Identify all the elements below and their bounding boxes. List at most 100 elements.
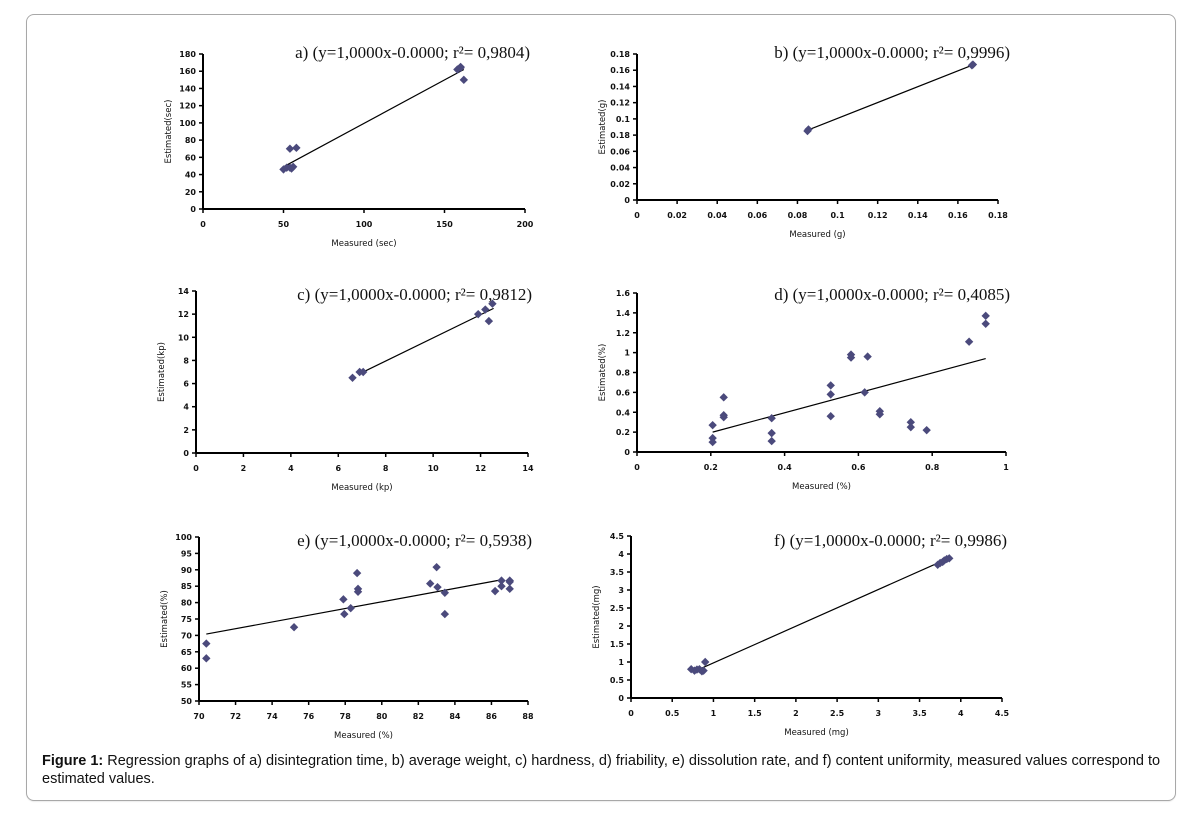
data-point xyxy=(826,381,835,390)
y-tick-label: 2.5 xyxy=(610,604,625,613)
x-tick-label: 0 xyxy=(193,464,199,473)
data-point xyxy=(440,609,450,619)
y-tick-label: 1 xyxy=(624,349,630,358)
data-point xyxy=(490,586,500,596)
x-tick-label: 88 xyxy=(522,712,534,721)
x-tick-label: 0 xyxy=(200,220,206,229)
y-tick-label: 20 xyxy=(185,188,197,197)
data-point xyxy=(826,412,835,421)
data-point xyxy=(497,576,506,585)
x-tick-label: 0.18 xyxy=(988,211,1008,220)
y-tick-label: 60 xyxy=(185,153,197,162)
x-tick-label: 0.12 xyxy=(868,211,888,220)
data-point xyxy=(474,309,483,319)
y-tick-label: 0.6 xyxy=(616,388,631,397)
data-point xyxy=(292,143,301,153)
chart-title: d) (y=1,0000x-0.0000; r²= 0,4085) xyxy=(774,285,1010,304)
y-tick-label: 0.8 xyxy=(616,369,631,378)
x-tick-label: 82 xyxy=(413,712,424,721)
x-tick-label: 76 xyxy=(303,712,315,721)
x-tick-label: 0.5 xyxy=(665,709,680,718)
chart-title: b) (y=1,0000x-0.0000; r²= 0,9996) xyxy=(774,43,1010,62)
y-tick-label: 14 xyxy=(178,287,190,296)
x-tick-label: 14 xyxy=(522,464,534,473)
x-tick-label: 70 xyxy=(193,712,205,721)
y-tick-label: 1 xyxy=(618,658,624,667)
y-tick-label: 0 xyxy=(183,449,189,458)
chart-title: c) (y=1,0000x-0.0000; r²= 0,9812) xyxy=(297,285,532,304)
y-tick-label: 4 xyxy=(618,550,624,559)
x-tick-label: 2 xyxy=(241,464,247,473)
data-point xyxy=(767,436,776,446)
x-tick-label: 0.2 xyxy=(704,463,718,472)
y-tick-label: 0.2 xyxy=(616,428,630,437)
data-point xyxy=(484,316,494,326)
chart-title: a) (y=1,0000x-0.0000; r²= 0,9804) xyxy=(295,43,530,62)
y-tick-label: 0.1 xyxy=(616,115,631,124)
data-point xyxy=(426,579,435,588)
data-point xyxy=(346,603,355,613)
y-tick-label: 8 xyxy=(183,356,189,365)
y-tick-label: 0 xyxy=(624,448,630,457)
data-point xyxy=(708,437,717,447)
data-point xyxy=(875,410,885,419)
trendline xyxy=(807,64,973,131)
y-tick-label: 95 xyxy=(181,549,193,558)
x-tick-label: 8 xyxy=(383,464,389,473)
x-tick-label: 0 xyxy=(634,463,640,472)
data-point xyxy=(695,665,704,674)
data-point xyxy=(289,623,299,632)
x-tick-label: 1 xyxy=(1003,463,1009,472)
data-point xyxy=(860,388,869,397)
x-tick-label: 6 xyxy=(335,464,341,473)
chart-title: e) (y=1,0000x-0.0000; r²= 0,5938) xyxy=(297,531,532,550)
y-tick-label: 85 xyxy=(181,582,193,591)
x-tick-label: 150 xyxy=(436,220,453,229)
y-tick-label: 6 xyxy=(183,380,189,389)
y-tick-label: 2 xyxy=(618,622,624,631)
data-point xyxy=(981,319,990,329)
data-point xyxy=(497,582,506,591)
chart-b: 0 0.02 0.04 0.06 0.18 0.1 0.12 0.14 0.16 0.18 0 0.0… xyxy=(598,43,1010,240)
y-tick-label: 10 xyxy=(178,333,190,342)
y-axis-title: Estimated(mg) xyxy=(592,585,602,648)
y-tick-label: 40 xyxy=(185,171,197,180)
y-tick-label: 90 xyxy=(181,566,193,575)
caption-label: Figure 1: xyxy=(42,753,104,769)
data-point xyxy=(981,311,990,321)
data-point xyxy=(202,639,211,648)
data-point xyxy=(481,305,490,314)
data-point xyxy=(505,584,514,594)
x-tick-label: 78 xyxy=(340,712,352,721)
y-axis-title: Estimated(%) xyxy=(598,344,608,402)
y-tick-label: 65 xyxy=(181,648,193,657)
y-tick-label: 80 xyxy=(181,599,193,608)
y-tick-label: 0.18 xyxy=(610,131,630,140)
y-tick-label: 4 xyxy=(183,403,189,412)
data-point xyxy=(348,373,357,382)
data-point xyxy=(968,60,978,69)
y-tick-label: 1.2 xyxy=(616,329,630,338)
chart-title: f) (y=1,0000x-0.0000; r²= 0,9986) xyxy=(774,531,1007,550)
y-tick-label: 12 xyxy=(178,310,189,319)
x-tick-label: 3.5 xyxy=(912,709,927,718)
x-tick-label: 0 xyxy=(634,211,640,220)
data-point xyxy=(701,657,710,667)
y-axis-title: Estimated(sec) xyxy=(164,100,174,164)
y-tick-label: 1.6 xyxy=(616,289,631,298)
x-axis-title: Measured (%) xyxy=(334,731,393,741)
x-axis-title: Measured (%) xyxy=(792,482,851,492)
chart-d: 0 0.2 0.4 0.6 0.8 1 1.2 1.4 1.6 0 0.2 0.4 0.6 0.8 1 Mea… xyxy=(598,285,1010,492)
data-point xyxy=(279,165,288,174)
data-point xyxy=(433,582,442,592)
data-point xyxy=(906,417,915,427)
y-tick-label: 4.5 xyxy=(610,532,625,541)
x-tick-label: 0.1 xyxy=(830,211,845,220)
y-tick-label: 0.02 xyxy=(610,180,630,189)
trendline xyxy=(712,358,986,433)
y-tick-label: 100 xyxy=(179,119,196,128)
data-point xyxy=(353,587,363,596)
y-axis-title: Estimated(kp) xyxy=(157,342,167,402)
x-axis-title: Measured (sec) xyxy=(331,239,396,249)
